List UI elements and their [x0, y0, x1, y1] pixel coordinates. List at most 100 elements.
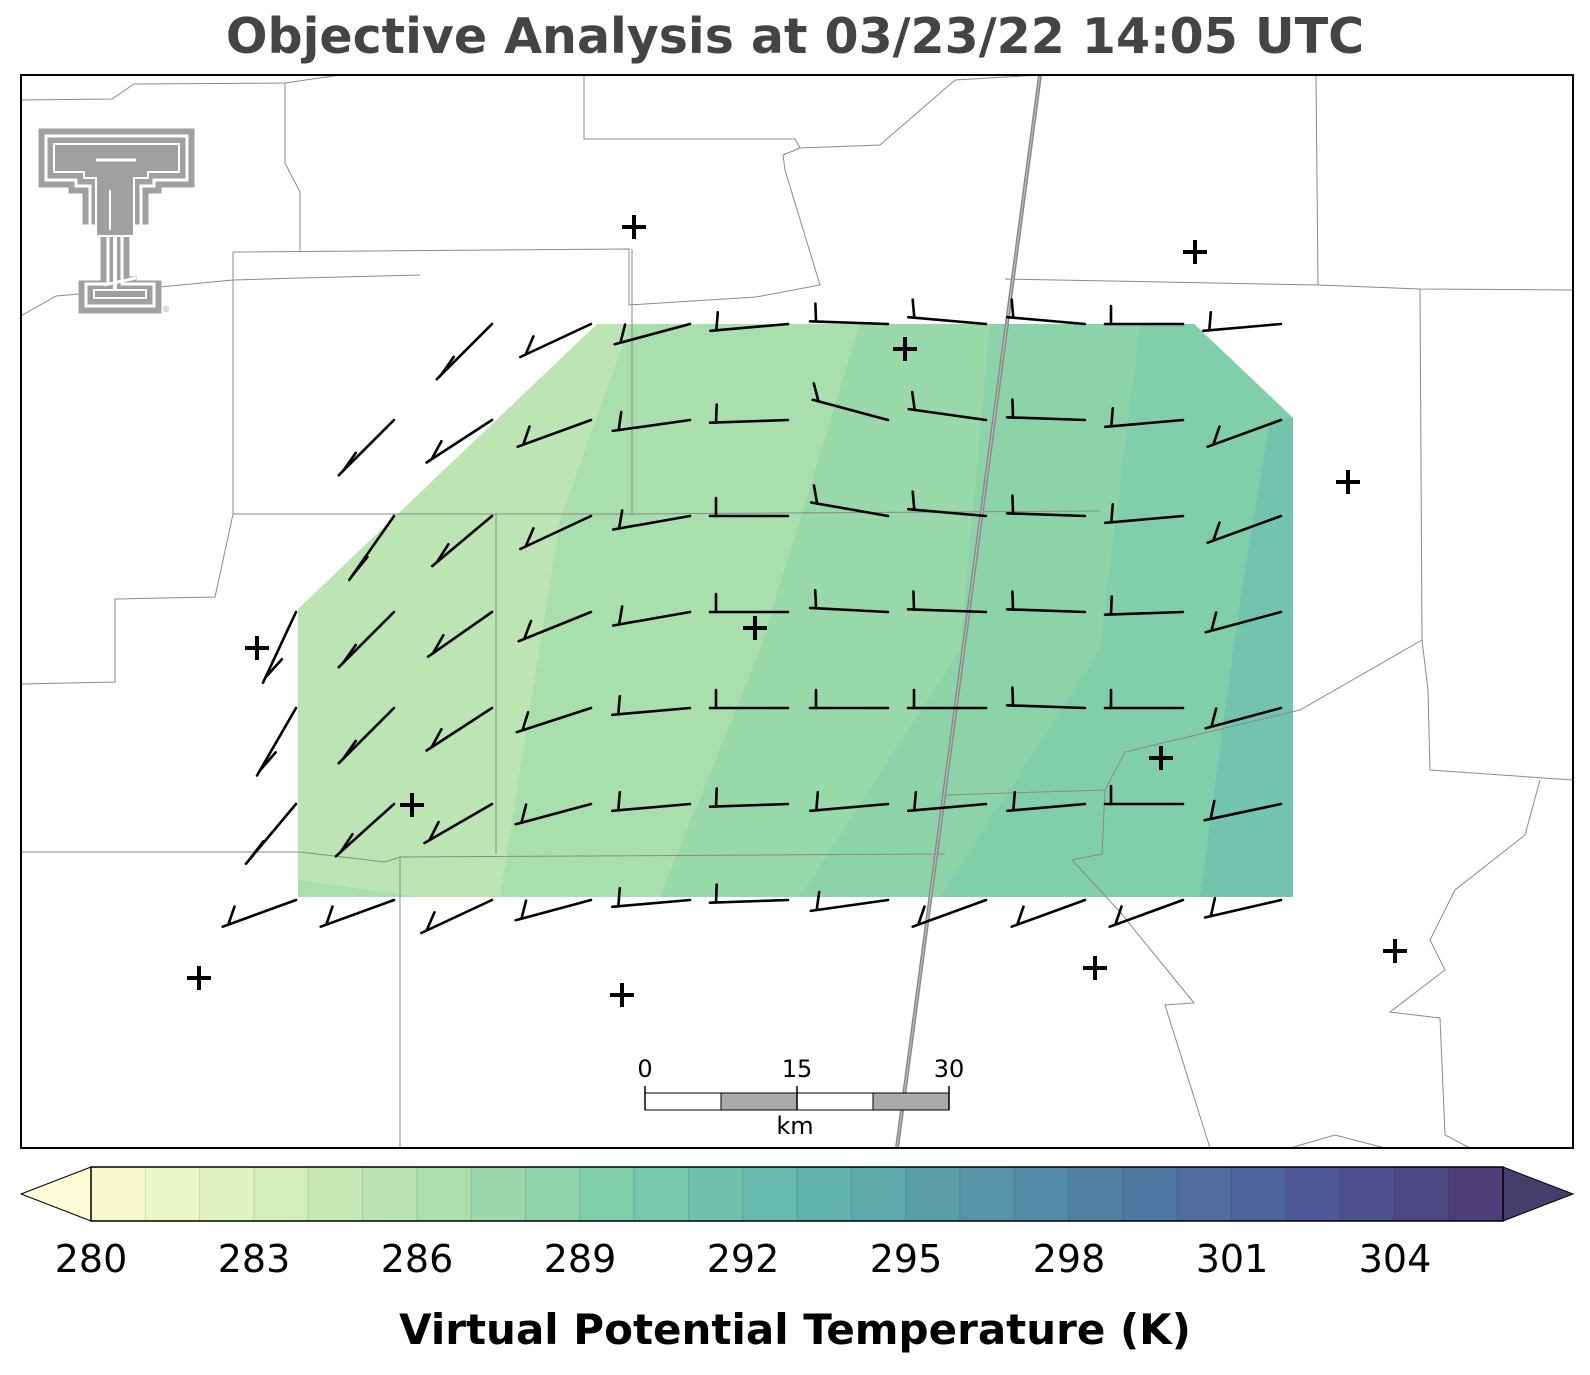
- wind-barb-feather: [812, 484, 819, 505]
- wind-barb-shaft: [611, 610, 692, 627]
- wind-barb: [1010, 898, 1087, 929]
- wind-barb-shaft: [906, 507, 988, 518]
- wind-barb-feather: [616, 694, 622, 716]
- station-marker: [743, 616, 767, 640]
- wind-barb: [1104, 406, 1185, 429]
- colorbar-segment: [742, 1167, 798, 1221]
- wind-barb-feather: [264, 657, 284, 679]
- colorbar-segment: [1068, 1167, 1124, 1221]
- wind-barb-shaft: [708, 802, 790, 809]
- wind-barb-feather: [1212, 521, 1221, 542]
- wind-barb-feather: [248, 839, 265, 861]
- wind-barb: [244, 802, 298, 866]
- wind-barb-feather: [714, 310, 720, 332]
- wind-barb-feather: [617, 605, 624, 626]
- wind-barb-feather: [351, 555, 369, 577]
- wind-barb-feather: [714, 883, 719, 904]
- wind-barb-shaft: [611, 418, 692, 433]
- wind-barb: [610, 886, 692, 909]
- colorbar-tick: 280: [54, 1237, 128, 1281]
- wind-barb: [1005, 494, 1087, 518]
- map-border: [20, 74, 1574, 1149]
- wind-barb-shaft: [1204, 706, 1283, 730]
- wind-barb: [426, 610, 494, 659]
- colorbar-segment: [1231, 1167, 1287, 1221]
- wind-barb-shaft: [334, 802, 396, 858]
- wind-barb-shaft: [809, 501, 890, 518]
- wind-barb-feather: [1110, 502, 1115, 524]
- wind-barb-feather: [1212, 425, 1221, 446]
- wind-barb: [808, 790, 890, 813]
- wind-barb: [425, 706, 494, 752]
- wind-barb-feather: [616, 886, 622, 908]
- wind-barb-feather: [1011, 686, 1015, 707]
- wind-barb: [708, 403, 790, 425]
- wind-barb-shaft: [430, 514, 494, 568]
- wind-barb: [514, 802, 593, 826]
- wind-barb-shaft: [261, 610, 298, 685]
- wind-barb: [516, 418, 593, 449]
- colorbar-segment: [416, 1167, 472, 1221]
- colorbar-extend-high: [1502, 1166, 1575, 1222]
- wind-barb-feather: [812, 382, 820, 403]
- wind-barb: [430, 514, 494, 568]
- wind-barb: [906, 590, 988, 614]
- wind-barb-shaft: [610, 706, 692, 717]
- wind-barb-shaft: [911, 898, 988, 929]
- wind-barb-feather: [1011, 494, 1015, 515]
- wind-barb-shaft: [808, 802, 890, 813]
- wind-barb-shaft: [708, 418, 790, 425]
- wind-barb: [610, 790, 692, 813]
- wind-barb: [808, 588, 890, 614]
- wind-barb: [1103, 688, 1185, 710]
- colorbar-segment: [1394, 1167, 1450, 1221]
- colorbar-segment: [688, 1167, 744, 1221]
- wind-barb-feather: [1209, 799, 1216, 821]
- wind-barb-feather: [439, 355, 456, 377]
- wind-barb: [1005, 590, 1087, 614]
- colorbar-segment: [1014, 1167, 1070, 1221]
- scale-label-0: 0: [637, 1055, 653, 1083]
- colorbar-tick: 283: [217, 1237, 291, 1281]
- wind-barb: [1204, 706, 1283, 730]
- wind-barb-feather: [616, 790, 622, 812]
- wind-barb: [1206, 514, 1283, 545]
- station-marker: [1336, 470, 1360, 494]
- wind-barb-feather: [1109, 595, 1113, 616]
- colorbar-segment: [579, 1167, 635, 1221]
- wind-barb-shaft: [610, 802, 692, 813]
- wind-barb: [1103, 784, 1185, 806]
- wind-barb-shaft: [1104, 514, 1185, 525]
- station-marker: [622, 215, 646, 239]
- wind-barb: [708, 688, 790, 710]
- wind-barb-shaft: [425, 418, 494, 464]
- wind-barb-shaft: [515, 706, 593, 734]
- wind-barb: [610, 694, 692, 717]
- wind-barb-feather: [341, 739, 358, 761]
- wind-barb: [1202, 310, 1283, 333]
- wind-barb-shaft: [1005, 607, 1087, 614]
- wind-barb-shaft: [1204, 610, 1283, 634]
- wind-barb-shaft: [1108, 898, 1185, 929]
- wind-barb: [906, 298, 988, 326]
- wind-barb-shaft: [1203, 802, 1283, 822]
- wind-barb: [708, 310, 790, 333]
- wind-barb-feather: [524, 335, 535, 356]
- wind-barb: [261, 610, 298, 685]
- wind-barb-feather: [912, 590, 916, 611]
- wind-barb: [808, 688, 890, 710]
- wind-barb: [1203, 799, 1283, 822]
- wind-barb-shaft: [809, 898, 890, 913]
- wind-barb-feather: [430, 439, 443, 461]
- wind-barb: [515, 706, 593, 734]
- wind-barb: [419, 898, 494, 935]
- colorbar-label: Virtual Potential Temperature (K): [399, 1305, 1191, 1354]
- wind-barb: [906, 490, 988, 518]
- wind-barb-feather: [1114, 905, 1123, 926]
- wind-barb: [255, 706, 298, 777]
- wind-barb: [911, 898, 988, 929]
- wind-barb: [611, 410, 692, 433]
- wind-barb: [347, 514, 396, 582]
- wind-barb-feather: [520, 899, 528, 920]
